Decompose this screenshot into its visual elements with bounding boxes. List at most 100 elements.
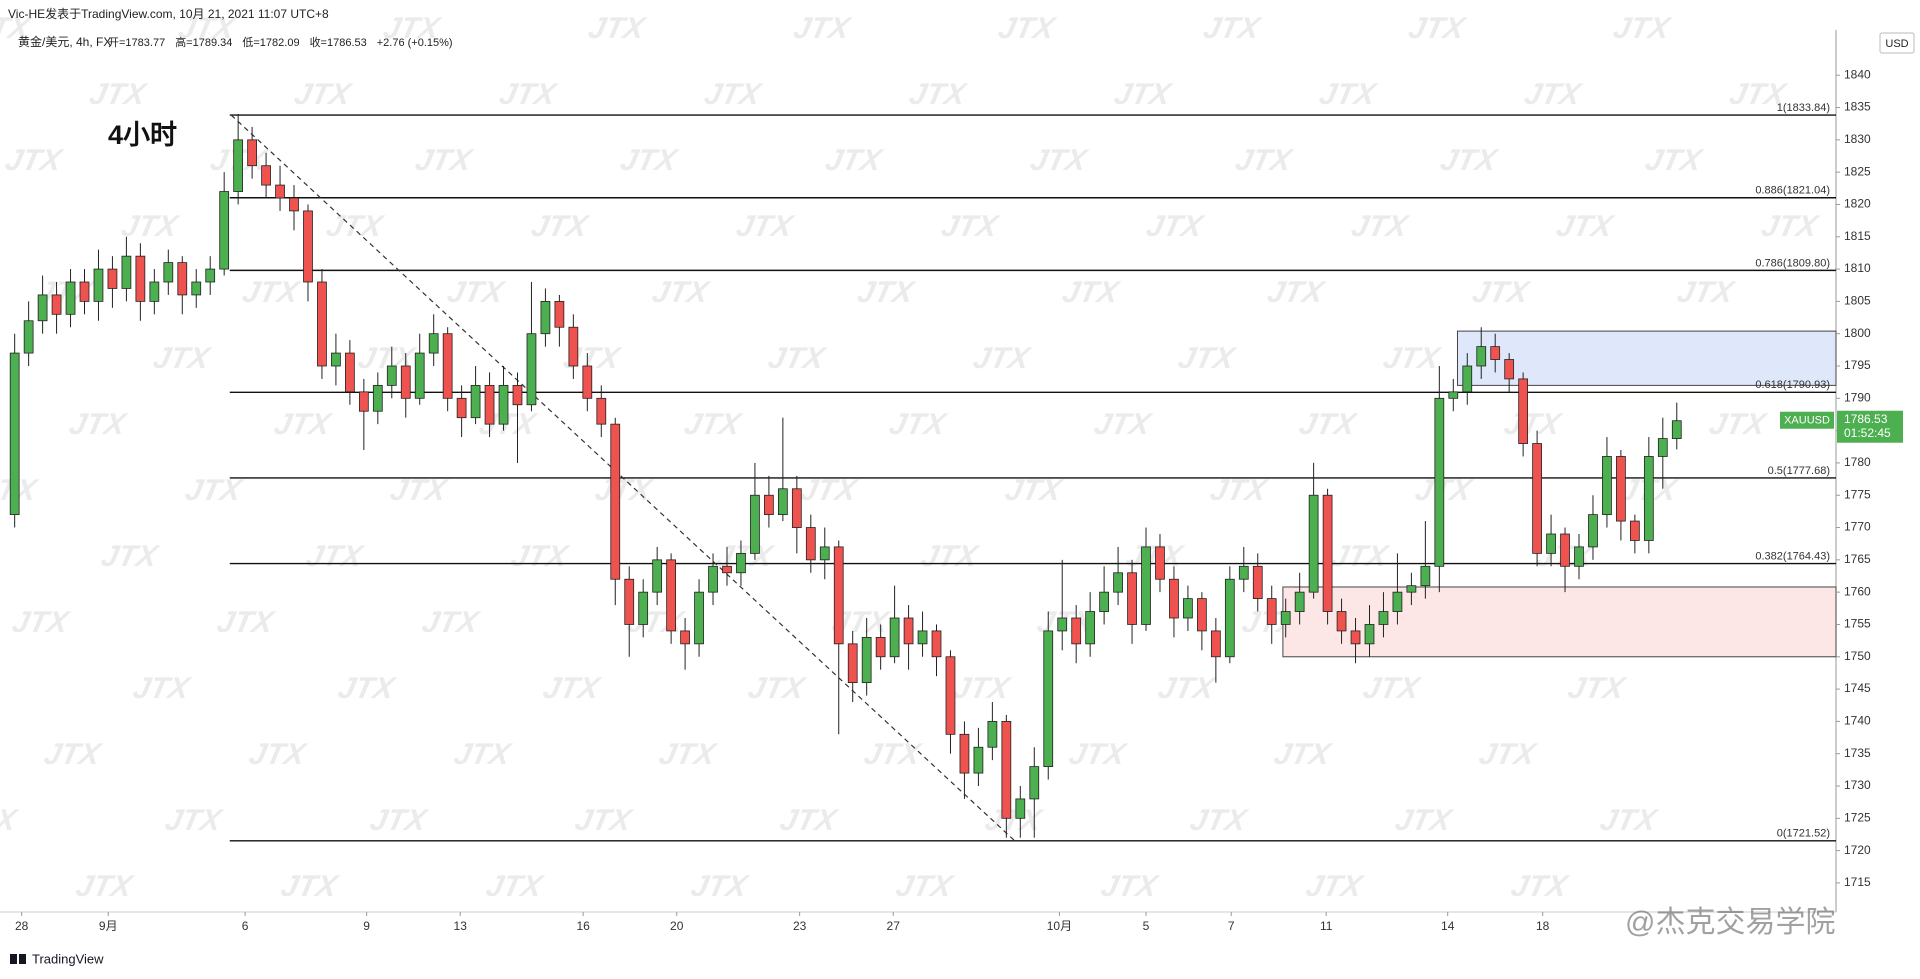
candle-body <box>722 565 732 574</box>
candle-body <box>568 326 579 367</box>
fib-label: 0.618(1790.93) <box>1755 379 1830 391</box>
annotation: 4小时 <box>108 120 177 150</box>
watermark: JTX <box>624 606 688 639</box>
watermark: JTX <box>1553 210 1617 243</box>
x-tick-label: 13 <box>454 919 468 933</box>
watermark: JTX <box>1027 144 1091 177</box>
watermark: JTX <box>1111 78 1175 111</box>
candle-body <box>1392 591 1403 612</box>
candle-body <box>1378 611 1389 625</box>
symbol-box <box>1780 411 1834 429</box>
y-tick-label: 1815 <box>1844 229 1871 243</box>
watermark: JTX <box>387 474 451 507</box>
y-tick-label: 1720 <box>1844 843 1871 857</box>
candle-body <box>1532 443 1542 554</box>
candle-body <box>1252 565 1263 600</box>
watermark: JTX <box>861 738 925 771</box>
candle-body <box>1155 546 1165 580</box>
candle-body <box>1504 359 1515 380</box>
candle-body <box>345 352 355 393</box>
watermark: JTX <box>765 342 829 375</box>
author-line: Vic-HE发表于TradingView.com, 10月 21, 2021 1… <box>8 6 329 21</box>
candle-body <box>1015 798 1026 819</box>
watermark: JTX <box>1469 276 1533 309</box>
watermark: JTX <box>1175 342 1239 375</box>
watermark: JTX <box>886 408 950 441</box>
y-tick-label: 1795 <box>1844 358 1871 372</box>
watermark: JTX <box>1091 408 1155 441</box>
candle-body <box>1294 591 1305 612</box>
candle-body <box>1616 456 1626 522</box>
candle-body <box>1238 565 1249 580</box>
countdown: 01:52:45 <box>1844 426 1891 440</box>
candle-body <box>1420 565 1431 587</box>
y-tick-label: 1740 <box>1844 714 1871 728</box>
watermark: JTX <box>1123 540 1187 573</box>
watermark: JTX <box>1610 12 1674 45</box>
candle-body <box>233 139 244 192</box>
watermark: JTX <box>797 474 861 507</box>
watermark: JTX <box>540 672 604 705</box>
watermark: JTX <box>86 78 150 111</box>
candle-body <box>163 262 174 283</box>
candle-body <box>1113 572 1123 593</box>
candle-body <box>861 636 872 684</box>
candle-body <box>1476 346 1487 367</box>
symbol: 黄金/美元, 4h, FX <box>18 34 111 49</box>
candle-body <box>959 733 970 774</box>
watermark: JTX <box>66 408 130 441</box>
trend-line <box>230 114 1016 842</box>
candle-body <box>1602 456 1612 516</box>
watermark: JTX <box>1674 276 1738 309</box>
candle-body <box>498 384 509 425</box>
watermark: JTX <box>585 12 649 45</box>
candle-body <box>973 746 984 774</box>
y-tick-label: 1735 <box>1844 746 1871 760</box>
candle-body <box>372 384 383 412</box>
y-tick-label: 1755 <box>1844 617 1871 631</box>
watermark: JTX <box>1066 738 1130 771</box>
candle-body <box>400 365 411 399</box>
x-tick-label: 28 <box>15 919 29 933</box>
watermark: JTX <box>1521 78 1585 111</box>
y-tick-label: 1730 <box>1844 778 1871 792</box>
x-tick-label: 10月 <box>1047 919 1072 933</box>
candle-body <box>386 365 397 386</box>
watermark: JTX <box>150 342 214 375</box>
x-tick-label: 6 <box>242 919 249 933</box>
watermark: JTX <box>893 870 957 903</box>
watermark: JTX <box>528 210 592 243</box>
watermark: JTX <box>745 672 809 705</box>
candle-body <box>708 565 718 593</box>
watermark: JTX <box>656 738 720 771</box>
candle-body <box>1560 533 1570 567</box>
candle-body <box>1224 578 1235 658</box>
candle-body <box>512 384 523 406</box>
watermark: JTX <box>239 276 303 309</box>
candle-body <box>456 397 467 419</box>
ohlc-value: 收=1786.53 <box>310 35 367 49</box>
candle-body <box>847 643 858 684</box>
zone <box>1282 586 1837 658</box>
watermark: JTX <box>1437 144 1501 177</box>
watermark: JTX <box>1565 672 1629 705</box>
watermark: JTX <box>451 738 515 771</box>
candle-body <box>149 281 160 302</box>
ohlc-value: 开=1783.77 <box>108 37 165 49</box>
y-tick-label: 1715 <box>1844 875 1871 889</box>
watermark: JTX <box>175 12 239 45</box>
watermark: JTX <box>182 474 246 507</box>
watermark: JTX <box>2 144 66 177</box>
candle-body <box>1210 630 1221 658</box>
candle-body <box>945 656 956 735</box>
candle-body <box>23 320 34 354</box>
watermark: JTX <box>496 78 560 111</box>
watermark: JTX <box>1706 408 1770 441</box>
y-tick-label: 1805 <box>1844 294 1871 308</box>
candle-body <box>917 630 928 645</box>
y-tick-label: 1825 <box>1844 164 1871 178</box>
candle-body <box>247 139 257 167</box>
candle-body <box>582 365 593 399</box>
y-tick-label: 1760 <box>1844 584 1871 598</box>
candle-body <box>1085 611 1096 645</box>
